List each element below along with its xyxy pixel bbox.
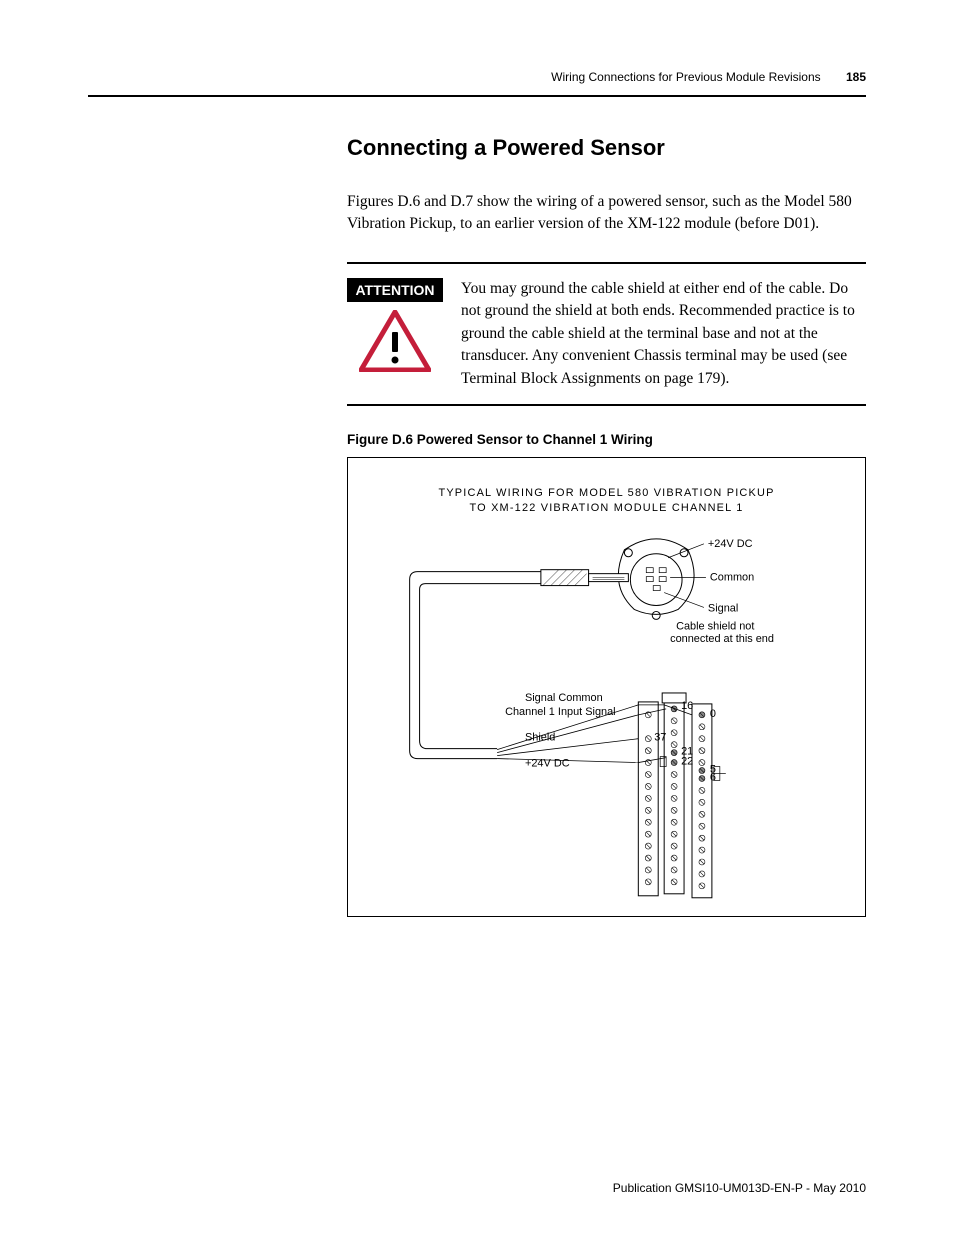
label-shield-note-1: Cable shield not xyxy=(676,621,754,633)
intro-paragraph: Figures D.6 and D.7 show the wiring of a… xyxy=(347,191,866,236)
attention-left-col: ATTENTION xyxy=(347,278,443,390)
label-shield-note-2: connected at this end xyxy=(670,634,774,646)
wiring-diagram: TYPICAL WIRING FOR MODEL 580 VIBRATION P… xyxy=(347,457,866,917)
term-16: 16 xyxy=(681,700,693,712)
cable-shield-segment xyxy=(541,570,628,586)
section-title: Connecting a Powered Sensor xyxy=(347,135,866,161)
terminal-blocks xyxy=(638,693,712,898)
running-head-text: Wiring Connections for Previous Module R… xyxy=(551,70,820,84)
header-rule xyxy=(88,95,866,97)
label-common-sensor: Common xyxy=(710,572,754,584)
term-22: 22 xyxy=(681,756,693,768)
label-24v-term: +24V DC xyxy=(525,758,570,770)
diagram-title-2: TO XM-122 VIBRATION MODULE CHANNEL 1 xyxy=(470,502,744,514)
main-content: Connecting a Powered Sensor Figures D.6 … xyxy=(347,135,866,917)
label-shield: Shield xyxy=(525,732,555,744)
label-ch1-input: Channel 1 Input Signal xyxy=(505,706,616,718)
term-37: 37 xyxy=(654,732,666,744)
term-0: 0 xyxy=(710,708,716,720)
label-sig-common: Signal Common xyxy=(525,692,603,704)
running-head: Wiring Connections for Previous Module R… xyxy=(551,70,866,84)
label-signal-sensor: Signal xyxy=(708,603,738,615)
attention-label: ATTENTION xyxy=(347,278,443,302)
label-24v-sensor: +24V DC xyxy=(708,538,753,550)
warning-triangle-icon xyxy=(359,310,431,372)
publication-footer: Publication GMSI10-UM013D-EN-P - May 201… xyxy=(613,1181,866,1195)
attention-text: You may ground the cable shield at eithe… xyxy=(461,278,866,390)
sensor-flange xyxy=(618,539,694,620)
page-number: 185 xyxy=(846,70,866,84)
figure-caption: Figure D.6 Powered Sensor to Channel 1 W… xyxy=(347,432,866,447)
diagram-title-1: TYPICAL WIRING FOR MODEL 580 VIBRATION P… xyxy=(438,487,774,499)
attention-callout: ATTENTION You may ground the cable shiel… xyxy=(347,262,866,406)
